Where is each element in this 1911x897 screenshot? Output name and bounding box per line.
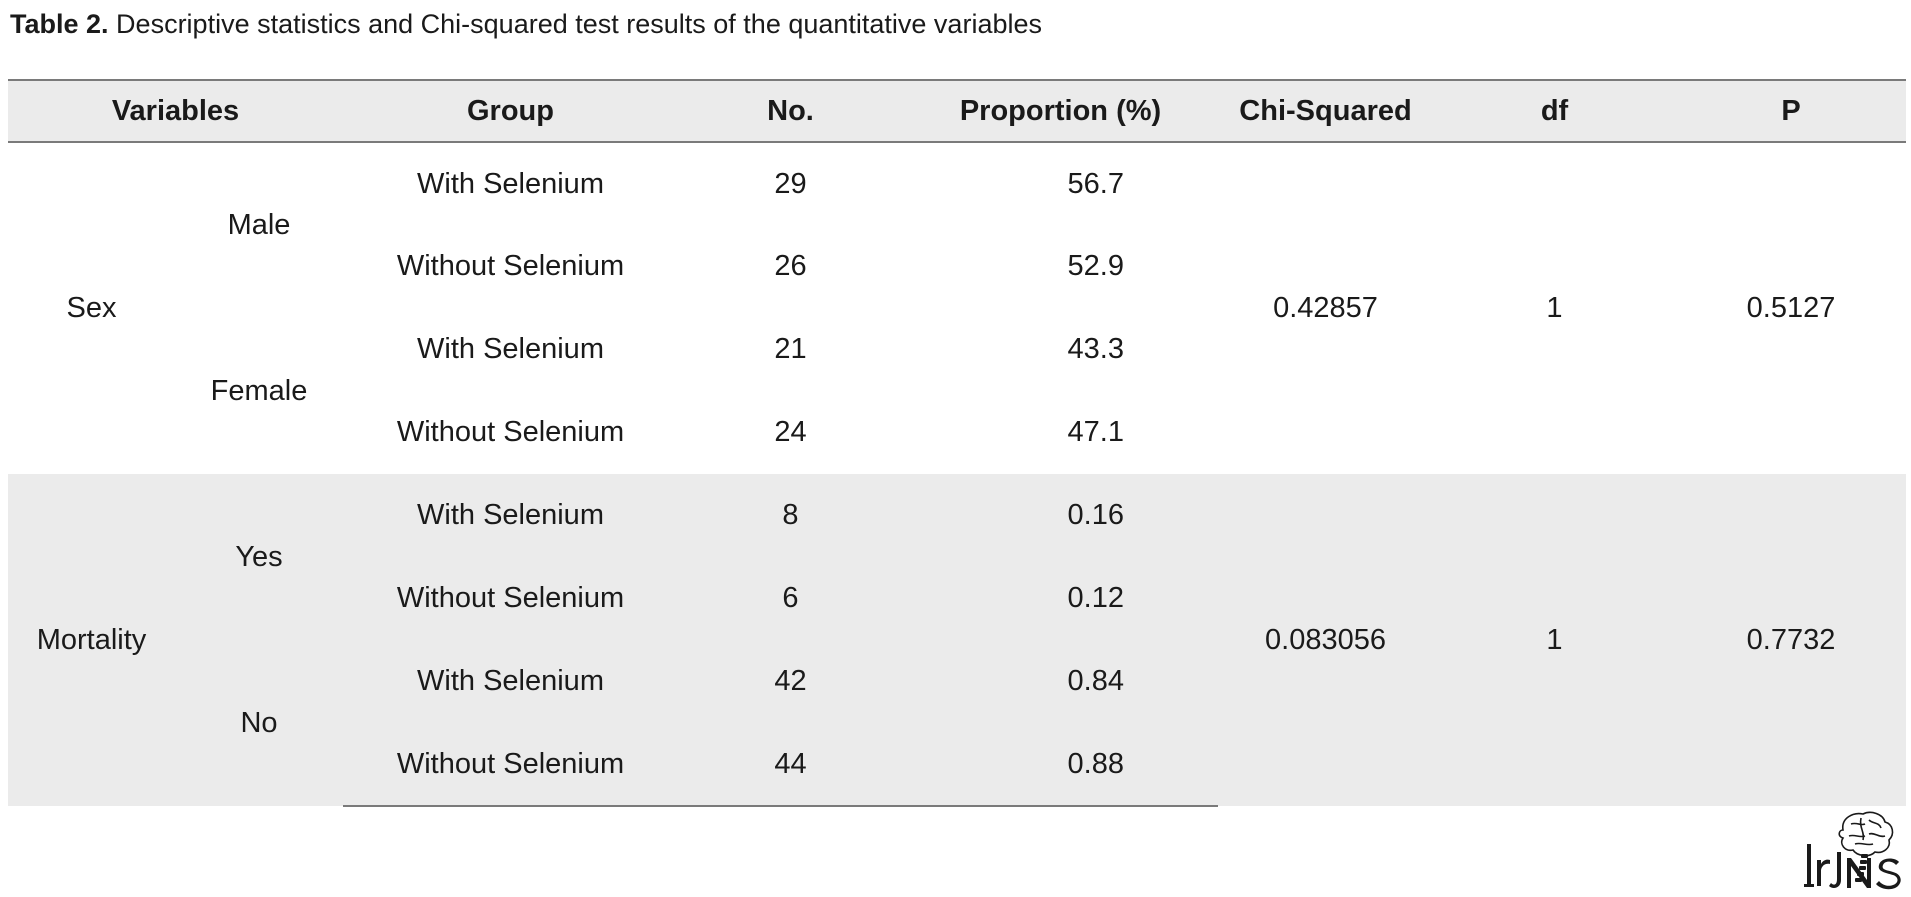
header-chi-squared: Chi-Squared bbox=[1218, 79, 1433, 143]
table-caption-label: Table 2. bbox=[10, 9, 109, 39]
subgroup-cell: No bbox=[240, 706, 278, 739]
group-cell: With Selenium bbox=[417, 665, 604, 697]
proportion-cell: 0.16 bbox=[1067, 499, 1124, 531]
subgroup-cell: Female bbox=[210, 374, 308, 407]
no-cell: 42 bbox=[774, 665, 807, 697]
section-mortality: Mortality Yes With Selenium 8 0.16 0.083… bbox=[8, 474, 1906, 807]
header-group: Group bbox=[343, 79, 678, 143]
proportion-cell: 43.3 bbox=[1067, 333, 1124, 365]
group-cell: With Selenium bbox=[417, 333, 604, 365]
proportion-cell: 0.88 bbox=[903, 723, 1218, 807]
group-cell: Without Selenium bbox=[396, 416, 625, 448]
statistics-table-container: Variables Group No. Proportion (%) Chi-S… bbox=[8, 79, 1906, 807]
group-cell: Without Selenium bbox=[396, 582, 625, 614]
header-variables: Variables bbox=[8, 79, 343, 143]
header-p: P bbox=[1676, 79, 1906, 143]
table-caption-text: Descriptive statistics and Chi-squared t… bbox=[108, 9, 1042, 39]
proportion-cell: 52.9 bbox=[1067, 250, 1124, 282]
no-cell: 26 bbox=[774, 250, 807, 282]
no-cell: 44 bbox=[678, 723, 903, 807]
proportion-cell: 56.7 bbox=[1067, 167, 1124, 200]
df-cell: 1 bbox=[1546, 623, 1563, 656]
no-cell: 21 bbox=[774, 333, 807, 365]
no-cell: 6 bbox=[782, 582, 799, 614]
no-cell: 8 bbox=[782, 499, 799, 531]
proportion-cell: 0.12 bbox=[1067, 582, 1124, 614]
header-proportion: Proportion (%) bbox=[903, 79, 1218, 143]
statistics-table: Variables Group No. Proportion (%) Chi-S… bbox=[8, 79, 1906, 807]
no-cell: 29 bbox=[774, 167, 807, 200]
variable-cell: Mortality bbox=[36, 623, 147, 656]
proportion-cell: 47.1 bbox=[1067, 416, 1124, 448]
header-row: Variables Group No. Proportion (%) Chi-S… bbox=[8, 79, 1906, 143]
section-sex: Sex Male With Selenium 29 56.7 0.42857 1… bbox=[8, 142, 1906, 474]
chi-squared-cell: 0.42857 bbox=[1273, 292, 1378, 324]
group-cell: Without Selenium bbox=[343, 723, 678, 807]
proportion-cell: 0.84 bbox=[1067, 665, 1124, 697]
header-df: df bbox=[1433, 79, 1676, 143]
p-cell: 0.5127 bbox=[1746, 292, 1836, 324]
df-cell: 1 bbox=[1546, 292, 1563, 324]
table-row: Sex Male With Selenium 29 56.7 0.42857 1… bbox=[8, 142, 1906, 324]
group-cell: Without Selenium bbox=[396, 250, 625, 282]
table-header: Variables Group No. Proportion (%) Chi-S… bbox=[8, 79, 1906, 143]
group-cell: With Selenium bbox=[417, 167, 604, 200]
chi-squared-cell: 0.083056 bbox=[1265, 623, 1386, 656]
subgroup-cell: Male bbox=[227, 209, 291, 241]
subgroup-cell: Yes bbox=[235, 540, 283, 573]
table-caption: Table 2. Descriptive statistics and Chi-… bbox=[10, 6, 1042, 42]
variable-cell: Sex bbox=[66, 292, 117, 324]
table-row: Mortality Yes With Selenium 8 0.16 0.083… bbox=[8, 474, 1906, 656]
header-no: No. bbox=[678, 79, 903, 143]
brain-spine-logo bbox=[1804, 811, 1901, 890]
p-cell: 0.7732 bbox=[1746, 623, 1836, 656]
no-cell: 24 bbox=[774, 416, 807, 448]
group-cell: With Selenium bbox=[417, 499, 604, 531]
